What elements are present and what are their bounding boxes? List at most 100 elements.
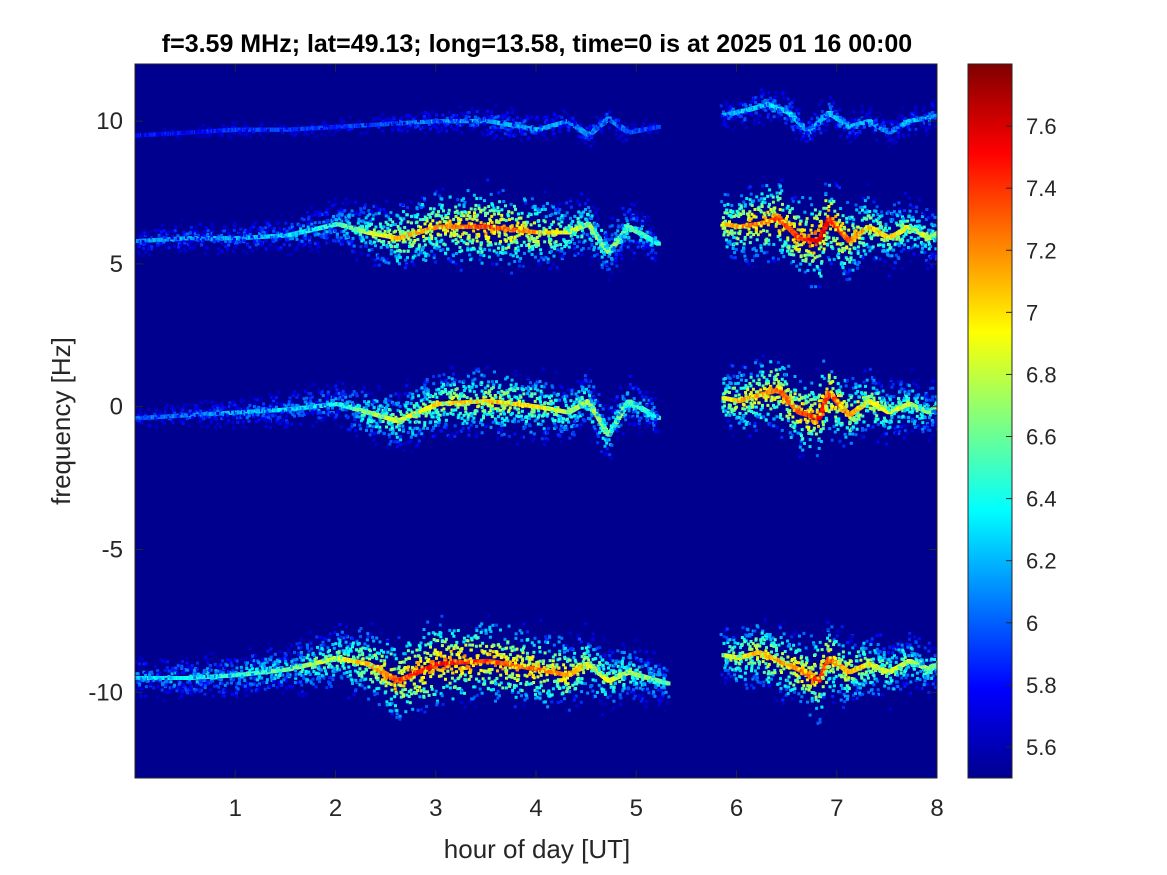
heatmap-cell [398, 255, 402, 259]
heatmap-cell [725, 245, 729, 249]
heatmap-cell [417, 224, 420, 228]
heatmap-cell [581, 135, 585, 139]
heatmap-cell [361, 238, 365, 242]
heatmap-cell [337, 212, 341, 216]
heatmap-cell [410, 221, 413, 225]
heatmap-cell [380, 240, 384, 244]
heatmap-cell [808, 196, 812, 200]
heatmap-cell [500, 114, 504, 118]
heatmap-cell [142, 247, 146, 250]
heatmap-cell [818, 210, 822, 214]
heatmap-cell [477, 204, 481, 208]
heatmap-cell [856, 133, 860, 137]
heatmap-cell [886, 253, 890, 257]
heatmap-cell [500, 213, 504, 217]
heatmap-cell [137, 245, 141, 249]
heatmap-cell [546, 257, 550, 261]
heatmap-cell [160, 224, 164, 227]
heatmap-cell [934, 257, 937, 261]
heatmap-cell [615, 128, 619, 132]
heatmap-cell [779, 113, 783, 116]
heatmap-cell [931, 118, 935, 122]
heatmap-cell [443, 243, 447, 247]
heatmap-cell [653, 254, 657, 258]
heatmap-cell [919, 117, 923, 121]
heatmap-cell [509, 106, 513, 110]
heatmap-cell [537, 224, 541, 228]
heatmap-cell [767, 260, 770, 264]
heatmap-cell [341, 238, 345, 242]
heatmap-cell [446, 216, 450, 220]
heatmap-cell [573, 123, 577, 127]
heatmap-cell [434, 190, 438, 194]
heatmap-cell [772, 243, 776, 246]
heatmap-cell [500, 120, 504, 124]
heatmap-cell [386, 222, 390, 226]
heatmap-cell [814, 243, 818, 247]
heatmap-cell [908, 230, 912, 234]
heatmap-cell [577, 141, 581, 145]
heatmap-cell [422, 239, 426, 243]
heatmap-cell [597, 258, 601, 262]
heatmap-cell [464, 231, 468, 235]
heatmap-cell [766, 223, 770, 227]
heatmap-cell [773, 95, 776, 99]
heatmap-cell [417, 243, 421, 247]
heatmap-cell [446, 247, 450, 251]
heatmap-cell [486, 178, 490, 182]
heatmap-cell [828, 96, 832, 100]
heatmap-cell [857, 236, 861, 240]
heatmap-cell [364, 123, 368, 126]
heatmap-cell [382, 259, 386, 263]
heatmap-cell [737, 203, 741, 207]
heatmap-cell [811, 124, 815, 127]
heatmap-cell [754, 226, 758, 230]
heatmap-cell [819, 274, 823, 278]
heatmap-cell [728, 239, 732, 243]
heatmap-cell [281, 125, 285, 128]
heatmap-cell [266, 220, 270, 224]
heatmap-cell [503, 132, 507, 136]
heatmap-cell [532, 115, 535, 119]
heatmap-cell [900, 267, 904, 271]
heatmap-cell [902, 247, 906, 251]
heatmap-cell [570, 237, 574, 241]
heatmap-cell [868, 108, 872, 112]
heatmap-cell [855, 116, 859, 120]
heatmap-cell [931, 236, 935, 240]
heatmap-cell [558, 208, 562, 212]
heatmap-cell [603, 253, 606, 256]
heatmap-cell [335, 235, 339, 239]
heatmap-cell [252, 225, 256, 229]
heatmap-cell [204, 131, 208, 135]
heatmap-cell [137, 419, 141, 423]
heatmap-cell [800, 119, 804, 123]
heatmap-cell [841, 266, 845, 270]
heatmap-cell [439, 123, 443, 127]
heatmap-cell [184, 249, 188, 253]
heatmap-cell [449, 231, 453, 235]
heatmap-cell [430, 225, 434, 229]
heatmap-cell [847, 122, 851, 126]
heatmap-cell [428, 114, 432, 118]
heatmap-cell [794, 237, 798, 241]
heatmap-cell [783, 219, 787, 223]
heatmap-cell [139, 413, 143, 417]
heatmap-cell [608, 110, 612, 114]
heatmap-cell [590, 244, 594, 247]
heatmap-cell [413, 214, 417, 218]
heatmap-cell [184, 232, 188, 236]
heatmap-cell [576, 252, 580, 255]
heatmap-cell [208, 127, 212, 130]
heatmap-cell [325, 219, 329, 223]
heatmap-cell [926, 260, 930, 264]
heatmap-cell [448, 222, 452, 226]
heatmap-cell [616, 218, 620, 222]
heatmap-cell [525, 229, 529, 233]
heatmap-cell [763, 100, 767, 104]
heatmap-cell [625, 226, 629, 230]
heatmap-cell [235, 120, 238, 124]
heatmap-cell [831, 114, 835, 118]
heatmap-cell [653, 258, 657, 262]
heatmap-cell [790, 207, 794, 211]
